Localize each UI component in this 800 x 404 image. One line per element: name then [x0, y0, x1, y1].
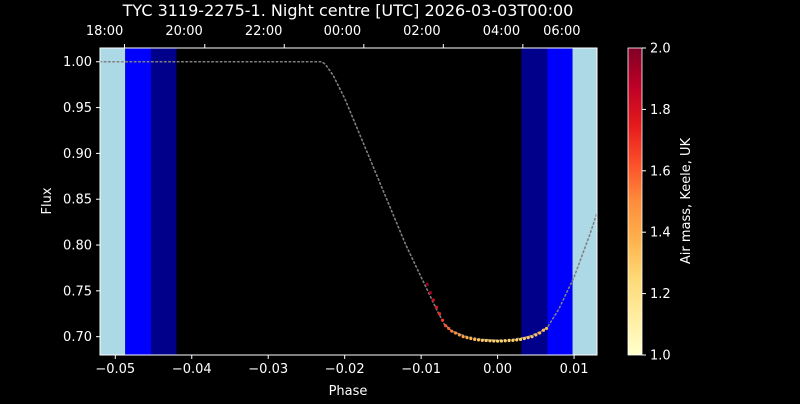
colorbar-tick-label: 1.2: [650, 287, 671, 302]
x-tick-label: −0.05: [95, 362, 135, 377]
observed-point: [469, 336, 473, 341]
x-tick-label: −0.01: [401, 362, 441, 377]
observed-point: [437, 312, 442, 316]
top-tick-label: 18:00: [86, 24, 123, 39]
twilight-bands: [100, 48, 597, 355]
y-tick-label: 0.80: [63, 239, 92, 254]
twilight-band: [151, 48, 177, 355]
plot-frame: [99, 47, 598, 356]
observed-point: [538, 331, 542, 335]
observed-point: [480, 338, 484, 342]
observed-point: [530, 335, 534, 339]
observed-point: [425, 282, 429, 287]
twilight-band: [125, 48, 152, 355]
colorbar-tick-label: 1.4: [650, 226, 671, 241]
observed-point: [434, 305, 439, 309]
observed-point: [431, 298, 435, 302]
colorbar-tick-label: 1.6: [650, 164, 671, 179]
y-axis: 0.70 0.75 0.80 0.85 0.90 0.95 1.00: [63, 55, 100, 345]
observed-point: [453, 331, 458, 335]
observed-point: [450, 329, 454, 333]
y-tick-label: 0.75: [63, 284, 92, 299]
top-tick-label: 04:00: [483, 24, 520, 39]
colorbar: 1.0 1.2 1.4 1.6 1.8 2.0 Air mass, Keele, UK: [627, 42, 694, 364]
y-tick-label: 1.00: [63, 55, 92, 70]
twilight-band: [100, 48, 126, 355]
y-tick-label: 0.85: [63, 193, 92, 208]
x-tick-label: −0.03: [248, 362, 288, 377]
x-tick-label: 0.01: [560, 362, 589, 377]
x-axis: −0.05 −0.04 −0.03 −0.02 −0.01 0.00 0.01: [95, 355, 589, 377]
colorbar-tick-label: 1.0: [650, 349, 671, 364]
twilight-band: [547, 48, 573, 355]
observed-point: [444, 324, 448, 328]
observed-point: [457, 333, 461, 337]
x-tick-label: 0.00: [483, 362, 512, 377]
top-tick-label: 20:00: [165, 24, 202, 39]
twilight-band: [521, 48, 548, 355]
colorbar-ticks: 1.0 1.2 1.4 1.6 1.8 2.0: [642, 42, 671, 364]
top-tick-label: 06:00: [543, 24, 580, 39]
x-tick-label: −0.04: [172, 362, 212, 377]
observed-point: [428, 291, 432, 295]
top-time-axis: 18:00 20:00 22:00 00:00 02:00 04:00 06:00: [86, 24, 581, 48]
observed-points: [425, 282, 549, 343]
observed-point: [492, 339, 496, 343]
x-tick-label: −0.02: [325, 362, 365, 377]
top-tick-label: 22:00: [245, 24, 282, 39]
top-tick-label: 00:00: [324, 24, 361, 39]
observed-point: [484, 338, 488, 343]
observed-point: [461, 335, 465, 339]
observed-point: [488, 339, 492, 343]
observed-point: [511, 338, 515, 342]
y-tick-label: 0.95: [63, 101, 92, 116]
observed-point: [534, 333, 538, 337]
x-axis-label: Phase: [329, 384, 368, 399]
observed-point: [447, 326, 451, 331]
observed-point: [526, 335, 530, 340]
colorbar-scale: [627, 47, 643, 356]
colorbar-tick-label: 1.8: [650, 103, 671, 118]
observed-point: [515, 338, 519, 342]
observed-point: [499, 339, 504, 343]
observed-point: [507, 338, 511, 343]
observed-point: [518, 337, 523, 342]
observed-point: [440, 318, 445, 322]
y-axis-label: Flux: [40, 187, 55, 214]
observed-point: [496, 339, 500, 343]
y-tick-label: 0.70: [63, 330, 92, 345]
colorbar-label: Air mass, Keele, UK: [679, 137, 694, 264]
colorbar-tick-label: 2.0: [650, 42, 671, 57]
chart-title: TYC 3119-2275-1. Night centre [UTC] 2026…: [122, 1, 574, 20]
top-tick-label: 02:00: [403, 24, 440, 39]
observed-point: [522, 336, 526, 341]
twilight-band: [572, 48, 597, 355]
observed-point: [503, 339, 507, 343]
observed-point: [544, 326, 549, 331]
observed-point: [541, 328, 546, 332]
observed-point: [476, 338, 481, 342]
observed-point: [465, 335, 469, 340]
observed-point: [473, 337, 477, 342]
y-tick-label: 0.90: [63, 147, 92, 162]
